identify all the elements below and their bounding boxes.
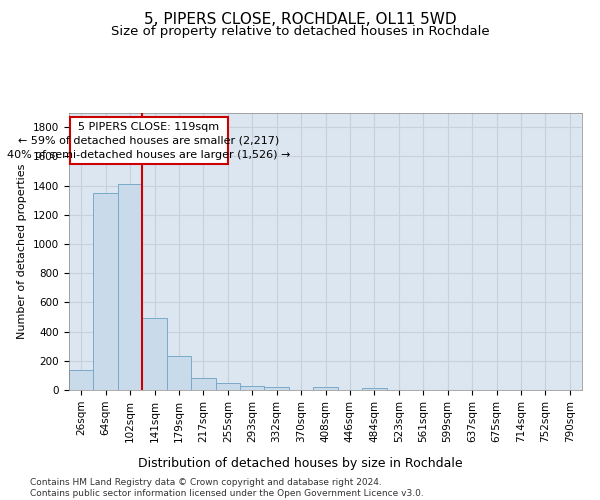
Bar [215,382,240,390]
Bar [118,184,142,390]
Bar [167,356,191,390]
Text: Contains HM Land Registry data © Crown copyright and database right 2024.
Contai: Contains HM Land Registry data © Crown c… [30,478,424,498]
Bar [240,386,265,390]
Bar [313,387,338,390]
Text: 5 PIPERS CLOSE: 119sqm
← 59% of detached houses are smaller (2,217)
40% of semi-: 5 PIPERS CLOSE: 119sqm ← 59% of detached… [7,122,290,160]
Text: Distribution of detached houses by size in Rochdale: Distribution of detached houses by size … [137,458,463,470]
Bar [94,193,118,390]
Bar [69,370,94,390]
Text: 5, PIPERS CLOSE, ROCHDALE, OL11 5WD: 5, PIPERS CLOSE, ROCHDALE, OL11 5WD [143,12,457,28]
FancyBboxPatch shape [70,117,228,164]
Bar [142,318,167,390]
Bar [265,387,289,390]
Y-axis label: Number of detached properties: Number of detached properties [17,164,28,339]
Bar [191,378,215,390]
Bar [362,388,386,390]
Text: Size of property relative to detached houses in Rochdale: Size of property relative to detached ho… [110,25,490,38]
